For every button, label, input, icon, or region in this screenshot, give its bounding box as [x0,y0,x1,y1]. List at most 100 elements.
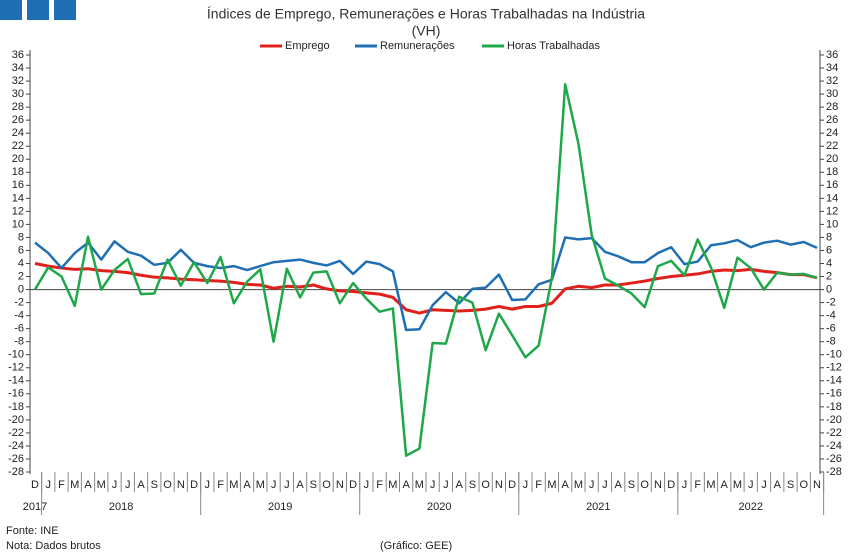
x-tick-label: F [535,479,542,491]
y2-tick-label: 8 [826,231,832,243]
x-tick-label: N [177,479,185,491]
x-tick-label: F [376,479,383,491]
x-tick-label: O [640,479,649,491]
year-label: 2018 [109,501,133,513]
x-tick-label: A [84,479,92,491]
y-tick-label: 8 [18,231,24,243]
x-tick-label: A [615,479,623,491]
y2-tick-label: -28 [826,466,842,478]
y-tick-label: -20 [8,414,24,426]
x-tick-label: M [97,479,106,491]
x-tick-label: F [58,479,65,491]
y2-tick-label: -22 [826,427,842,439]
y-tick-label: 6 [18,244,24,256]
x-tick-label: J [602,479,608,491]
x-tick-label: J [205,479,211,491]
year-label: 2017 [23,501,47,513]
y-tick-label: 16 [12,179,24,191]
y2-tick-label: 32 [826,75,838,87]
footnote: Fonte: INE [6,525,59,537]
x-tick-label: J [364,479,370,491]
x-tick-label: J [589,479,595,491]
x-tick-label: J [430,479,436,491]
y-tick-label: 2 [18,270,24,282]
x-tick-label: A [455,479,463,491]
x-tick-label: S [628,479,635,491]
x-tick-label: M [256,479,265,491]
y2-tick-label: 10 [826,218,838,230]
series-line [34,262,818,315]
y-tick-label: -26 [8,453,24,465]
x-tick-label: N [654,479,662,491]
y2-tick-label: 18 [826,166,838,178]
y-tick-label: 32 [12,75,24,87]
y2-tick-label: 28 [826,101,838,113]
year-label: 2021 [586,501,610,513]
y-tick-label: -14 [8,375,24,387]
x-tick-label: N [813,479,821,491]
x-tick-label: J [284,479,290,491]
footnote: Nota: Dados brutos [6,540,101,552]
x-tick-label: M [733,479,742,491]
x-tick-label: M [547,479,556,491]
y2-tick-label: -10 [826,349,842,361]
x-tick-label: S [310,479,317,491]
y-tick-label: -10 [8,349,24,361]
y2-tick-label: 16 [826,179,838,191]
x-tick-label: O [322,479,331,491]
y2-tick-label: -16 [826,388,842,400]
series-line [34,236,818,332]
year-label: 2019 [268,501,292,513]
y-tick-label: 24 [12,127,24,139]
x-tick-label: J [682,479,688,491]
icon [0,0,22,20]
y2-tick-label: 14 [826,192,838,204]
y2-tick-label: 24 [826,127,838,139]
x-tick-label: S [469,479,476,491]
x-tick-label: M [706,479,715,491]
x-tick-label: M [415,479,424,491]
y-tick-label: 22 [12,140,24,152]
y-tick-label: 4 [18,257,24,269]
x-tick-label: S [151,479,158,491]
x-tick-label: J [271,479,277,491]
x-tick-label: M [70,479,79,491]
x-tick-label: A [721,479,729,491]
x-tick-label: M [388,479,397,491]
y2-tick-label: -26 [826,453,842,465]
x-tick-label: J [125,479,131,491]
y-tick-label: -18 [8,401,24,413]
legend-label: Horas Trabalhadas [507,40,600,52]
y-tick-label: 34 [12,62,24,74]
y2-tick-label: 36 [826,49,838,61]
credit: (Gráfico: GEE) [380,540,452,552]
y-tick-label: 36 [12,49,24,61]
y-tick-label: -12 [8,362,24,374]
year-label: 2022 [738,501,762,513]
x-tick-label: O [799,479,808,491]
x-tick-label: D [31,479,39,491]
icon [27,0,49,20]
y2-tick-label: 4 [826,257,832,269]
y-tick-label: -4 [14,310,24,322]
x-tick-label: J [761,479,767,491]
y2-tick-label: 26 [826,114,838,126]
y2-tick-label: -14 [826,375,842,387]
y-tick-label: -16 [8,388,24,400]
y2-tick-label: -4 [826,310,836,322]
x-tick-label: J [443,479,449,491]
x-tick-label: F [694,479,701,491]
x-tick-label: O [481,479,490,491]
x-tick-label: F [217,479,224,491]
icon [54,0,76,20]
y-tick-label: -2 [14,297,24,309]
y2-tick-label: -20 [826,414,842,426]
y-tick-label: -22 [8,427,24,439]
series-line [33,83,818,457]
y2-tick-label: -6 [826,323,836,335]
x-tick-label: N [336,479,344,491]
y2-tick-label: -18 [826,401,842,413]
year-label: 2020 [427,501,451,513]
y-tick-label: 14 [12,192,24,204]
y2-tick-label: 20 [826,153,838,165]
